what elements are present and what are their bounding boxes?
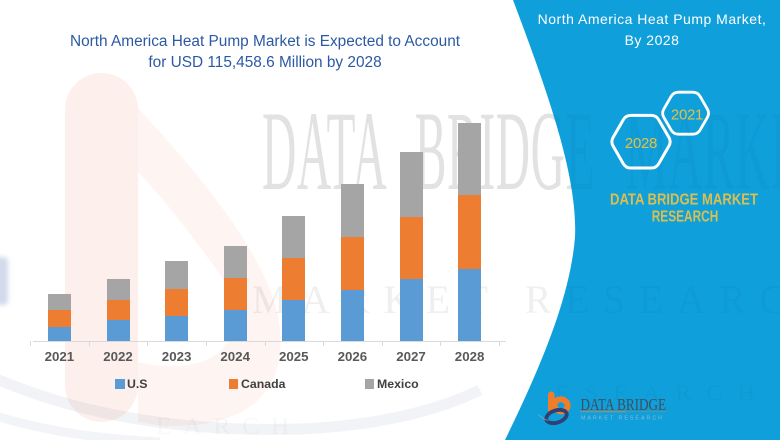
svg-text:DATA BRIDGE MARKET: DATA BRIDGE MARKET <box>610 192 758 209</box>
svg-text:DATA BRIDGE: DATA BRIDGE <box>581 395 667 414</box>
svg-text:2021: 2021 <box>671 106 703 123</box>
svg-text:2028: 2028 <box>625 135 657 152</box>
svg-text:RESEARCH: RESEARCH <box>652 209 719 226</box>
svg-text:MARKET RESEARCH: MARKET RESEARCH <box>581 415 664 421</box>
